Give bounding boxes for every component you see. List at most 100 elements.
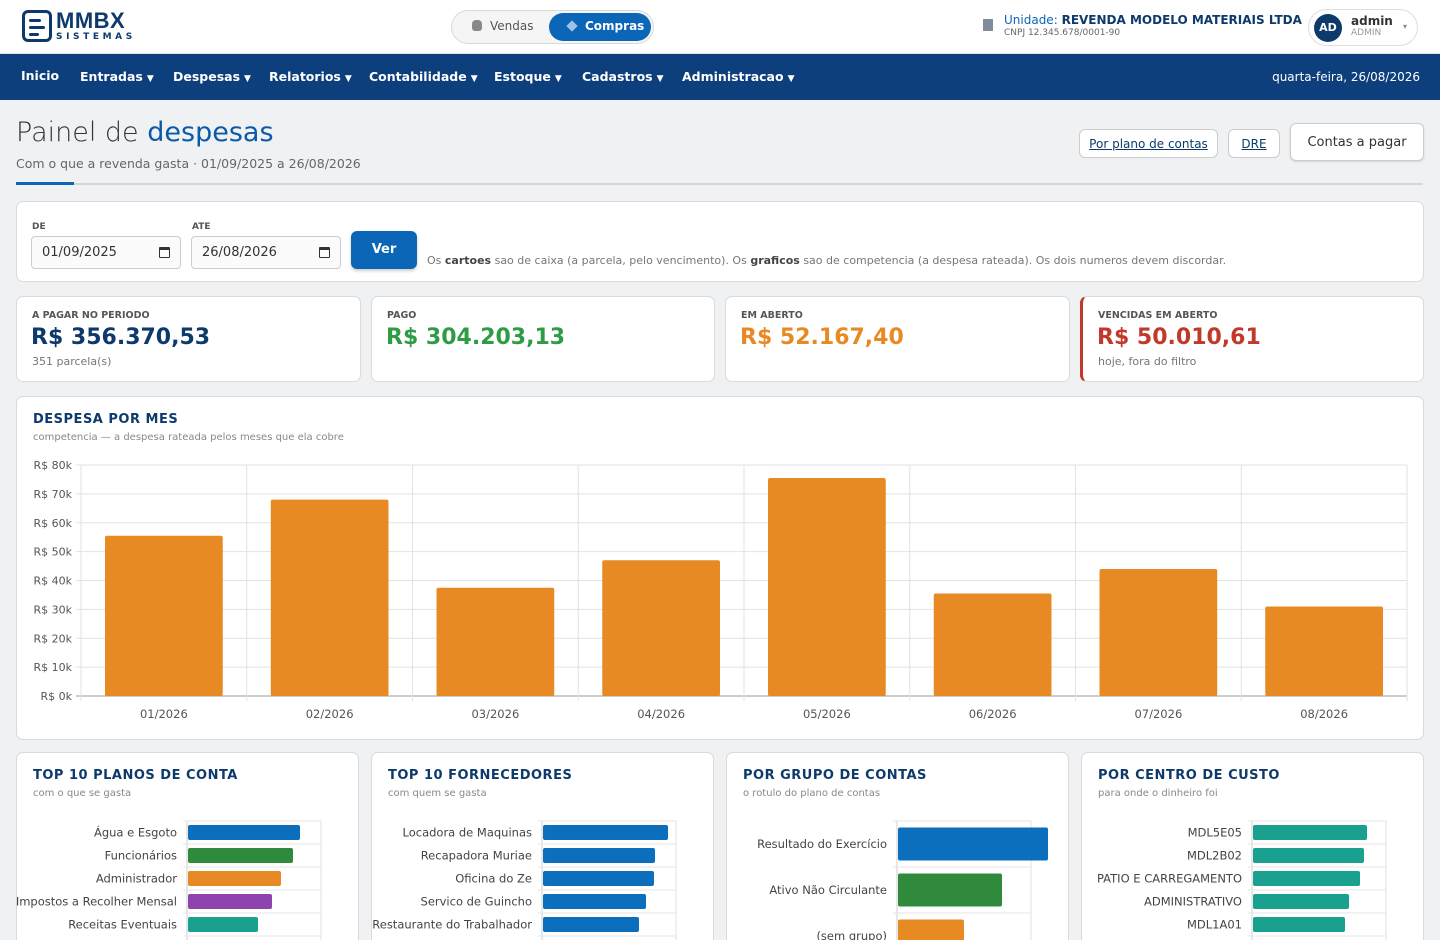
caret-down-icon: ▼ xyxy=(656,74,664,84)
page-title: Painel de despesas xyxy=(16,117,274,148)
bar xyxy=(602,560,720,696)
kpi-label: EM ABERTO xyxy=(741,310,803,321)
header-divider-accent xyxy=(16,182,74,185)
current-date: quarta-feira, 26/08/2026 xyxy=(1272,70,1420,84)
centro-custo-subtitle: para onde o dinheiro foi xyxy=(1098,788,1218,799)
bar xyxy=(933,593,1052,696)
category-label: Recapadora Muriae xyxy=(421,849,532,863)
bar xyxy=(898,827,1048,861)
y-tick-label: R$ 60k xyxy=(33,517,72,530)
x-tick-label: 01/2026 xyxy=(140,707,188,721)
user-role: ADMIN xyxy=(1351,28,1382,38)
y-tick-label: R$ 20k xyxy=(33,632,72,645)
plano-de-contas-button[interactable]: Por plano de contas xyxy=(1079,129,1218,158)
bar xyxy=(188,825,300,840)
money-bag-icon xyxy=(472,20,482,31)
category-label: Água e Esgoto xyxy=(94,825,177,840)
calendar-icon[interactable] xyxy=(319,247,330,258)
grupo-contas-subtitle: o rotulo do plano de contas xyxy=(743,788,881,799)
date-to-input[interactable]: 26/08/2026 xyxy=(191,236,341,269)
caret-down-icon: ▼ xyxy=(470,74,478,84)
x-tick-label: 06/2026 xyxy=(969,707,1017,721)
category-label: Funcionários xyxy=(105,849,177,863)
user-menu[interactable]: AD admin ADMIN ▾ xyxy=(1308,9,1418,46)
nav-item-cadastros[interactable]: Cadastros ▼ xyxy=(582,69,664,84)
x-tick-label: 04/2026 xyxy=(637,707,685,721)
category-label: Ativo Não Circulante xyxy=(769,883,887,897)
date-from-label: DE xyxy=(32,222,46,232)
bar xyxy=(188,917,258,932)
top-fornecedores-subtitle: com quem se gasta xyxy=(388,788,487,799)
mode-vendas-button[interactable]: Vendas xyxy=(472,19,534,33)
nav-item-contabilidade[interactable]: Contabilidade ▼ xyxy=(369,69,478,84)
caret-down-icon: ▼ xyxy=(554,74,562,84)
top-planos-title: TOP 10 PLANOS DE CONTA xyxy=(33,768,238,783)
kpi-pago: PAGO R$ 304.203,13 xyxy=(371,296,715,382)
bar xyxy=(1253,894,1349,909)
bar xyxy=(1253,848,1364,863)
bar xyxy=(543,825,668,840)
bar xyxy=(543,871,654,886)
bar xyxy=(543,894,646,909)
monthly-chart-subtitle: competencia — a despesa rateada pelos me… xyxy=(33,432,344,443)
bar xyxy=(543,917,639,932)
mode-compras-button[interactable]: Compras xyxy=(549,13,651,41)
top-fornecedores-chart: Locadora de Maquinas Recapadora Muriae Ofi… xyxy=(372,820,677,940)
brand-name: MMBX xyxy=(56,8,126,33)
header-divider xyxy=(16,183,1423,185)
category-label: MDL2B02 xyxy=(1187,849,1242,863)
building-icon xyxy=(983,19,993,31)
bar xyxy=(270,499,389,696)
x-tick-label: 03/2026 xyxy=(471,707,519,721)
top-bar: MMBX SISTEMAS Vendas Compras Unidade: RE… xyxy=(0,0,1440,54)
date-from-input[interactable]: 01/09/2025 xyxy=(31,236,181,269)
caret-down-icon: ▼ xyxy=(244,74,251,84)
brand-logo[interactable]: MMBX SISTEMAS xyxy=(22,10,136,42)
mode-switch: Vendas Compras xyxy=(451,10,654,44)
x-tick-label: 08/2026 xyxy=(1300,707,1348,721)
nav-item-estoque[interactable]: Estoque ▼ xyxy=(494,69,562,84)
kpi-sub: 351 parcela(s) xyxy=(32,355,112,368)
y-tick-label: R$ 30k xyxy=(33,603,72,616)
x-tick-label: 07/2026 xyxy=(1134,707,1182,721)
centro-custo-chart: MDL5E05 MDL2B02 PATIO E CARREGAMENTO ADMINI… xyxy=(1097,820,1387,940)
kpi-label: VENCIDAS EM ABERTO xyxy=(1098,310,1218,321)
kpi-sub: hoje, fora do filtro xyxy=(1098,355,1197,368)
unit-name: REVENDA MODELO MATERIAIS LTDA xyxy=(1061,13,1302,27)
ver-button[interactable]: Ver xyxy=(351,231,417,269)
y-tick-label: R$ 70k xyxy=(33,488,72,501)
category-label: Receitas Eventuais xyxy=(68,918,177,932)
grupo-contas-title: POR GRUPO DE CONTAS xyxy=(743,768,927,783)
bar xyxy=(768,477,886,696)
bar xyxy=(188,848,293,863)
y-tick-label: R$ 0k xyxy=(40,690,72,703)
chevron-down-icon: ▾ xyxy=(1403,22,1408,31)
category-label: MDL1A01 xyxy=(1187,918,1242,932)
bar xyxy=(1099,568,1218,696)
caret-down-icon: ▼ xyxy=(344,74,352,84)
nav-item-inicio[interactable]: Inicio xyxy=(21,68,60,83)
nav-item-despesas[interactable]: Despesas ▼ xyxy=(173,69,251,84)
top-fornecedores-title: TOP 10 FORNECEDORES xyxy=(388,768,573,783)
calendar-icon[interactable] xyxy=(159,247,170,258)
y-tick-label: R$ 80k xyxy=(33,459,72,472)
mode-compras-label: Compras xyxy=(585,19,645,33)
y-tick-label: R$ 50k xyxy=(33,546,72,559)
dre-button[interactable]: DRE xyxy=(1228,129,1280,158)
x-tick-label: 05/2026 xyxy=(803,707,851,721)
bar xyxy=(188,871,281,886)
bar xyxy=(543,848,655,863)
bar xyxy=(898,873,1002,907)
nav-item-relatorios[interactable]: Relatorios ▼ xyxy=(269,69,352,84)
top-planos-subtitle: com o que se gasta xyxy=(33,788,132,799)
avatar: AD xyxy=(1314,14,1342,42)
nav-item-administracao[interactable]: Administracao ▼ xyxy=(682,69,795,84)
contas-a-pagar-button[interactable]: Contas a pagar xyxy=(1290,123,1424,161)
category-label: Impostos a Recolher Mensal xyxy=(17,895,177,909)
kpi-a-pagar: A PAGAR NO PERIODO R$ 356.370,53 351 par… xyxy=(16,296,361,382)
kpi-value: R$ 52.167,40 xyxy=(740,325,904,350)
nav-item-entradas[interactable]: Entradas ▼ xyxy=(80,69,154,84)
filter-note: Os cartoes sao de caixa (a parcela, pelo… xyxy=(427,254,1227,267)
logo-icon xyxy=(22,10,52,42)
brand-subtitle: SISTEMAS xyxy=(56,32,136,42)
